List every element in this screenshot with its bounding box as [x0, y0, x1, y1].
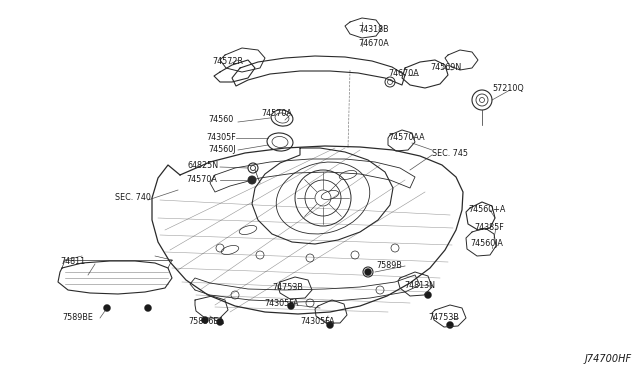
Text: SEC. 745: SEC. 745 [432, 148, 468, 157]
Circle shape [248, 176, 256, 184]
Text: 74670A: 74670A [358, 38, 388, 48]
Text: 74560+A: 74560+A [468, 205, 506, 215]
Text: 75896EA: 75896EA [188, 317, 224, 327]
Text: J74700HF: J74700HF [585, 354, 632, 364]
Text: 7589B: 7589B [376, 260, 402, 269]
Circle shape [447, 321, 454, 328]
Text: 74570A: 74570A [186, 174, 217, 183]
Text: 64825N: 64825N [188, 161, 219, 170]
Circle shape [424, 292, 431, 298]
Text: 74670A: 74670A [388, 68, 419, 77]
Text: 7589BE: 7589BE [62, 314, 93, 323]
Text: 74570AA: 74570AA [388, 134, 424, 142]
Circle shape [202, 317, 209, 324]
Text: 74560J: 74560J [208, 144, 236, 154]
Text: 74305F: 74305F [206, 132, 236, 141]
Text: 74570A: 74570A [261, 109, 292, 118]
Text: 74811: 74811 [60, 257, 85, 266]
Text: 74753B: 74753B [428, 314, 459, 323]
Text: 74305FA: 74305FA [264, 299, 298, 308]
Text: SEC. 740: SEC. 740 [115, 193, 151, 202]
Circle shape [216, 318, 223, 326]
Circle shape [365, 269, 371, 275]
Circle shape [145, 305, 152, 311]
Text: 74813N: 74813N [404, 280, 435, 289]
Text: 74318B: 74318B [358, 26, 388, 35]
Text: 57210Q: 57210Q [492, 83, 524, 93]
Text: 74560JA: 74560JA [470, 240, 503, 248]
Circle shape [104, 305, 111, 311]
Text: 74305FA: 74305FA [300, 317, 335, 327]
Text: 74560: 74560 [208, 115, 233, 125]
Text: 74385F: 74385F [474, 224, 504, 232]
Text: 74572R: 74572R [212, 58, 243, 67]
Text: 74753B: 74753B [272, 283, 303, 292]
Circle shape [287, 302, 294, 310]
Text: 74569N: 74569N [430, 64, 461, 73]
Circle shape [365, 269, 371, 276]
Circle shape [326, 321, 333, 328]
